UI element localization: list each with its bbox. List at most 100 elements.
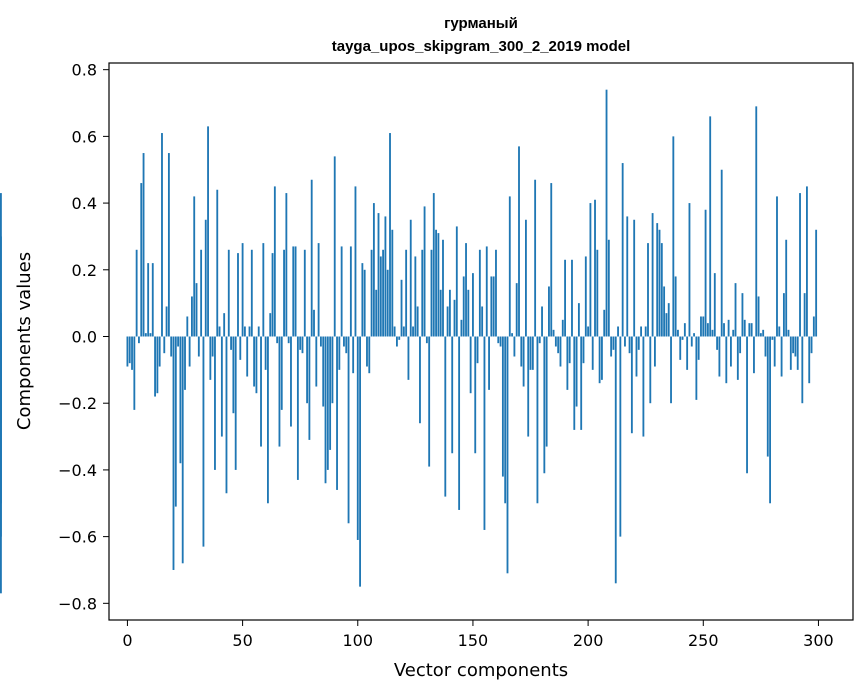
bar — [336, 336, 338, 490]
bar — [377, 213, 380, 337]
bar — [614, 336, 617, 584]
bar — [506, 336, 509, 574]
x-tick-label: 150 — [458, 631, 489, 650]
bar — [202, 336, 205, 547]
bar — [688, 203, 691, 337]
bar — [538, 336, 541, 344]
bar — [250, 249, 253, 337]
bar — [290, 336, 292, 427]
bar — [488, 336, 490, 390]
bar — [345, 336, 348, 354]
bar — [485, 246, 488, 337]
bar — [451, 336, 454, 454]
bar — [389, 133, 391, 337]
bar — [220, 336, 223, 437]
bar — [515, 283, 518, 337]
bar — [276, 336, 279, 344]
bar — [393, 326, 396, 337]
bar — [340, 246, 343, 337]
bar — [598, 336, 601, 384]
bar — [674, 276, 677, 337]
bar — [663, 286, 666, 337]
bar — [679, 336, 682, 360]
bar — [734, 283, 737, 337]
bar — [720, 169, 723, 337]
bar — [550, 183, 553, 337]
bar — [370, 249, 373, 337]
bar — [709, 116, 712, 337]
bar — [815, 229, 818, 337]
bar — [543, 336, 546, 474]
bar — [647, 243, 649, 337]
bar — [727, 319, 730, 337]
bar — [495, 249, 497, 337]
bar — [232, 336, 235, 414]
x-tick-label: 0 — [122, 631, 132, 650]
bar — [193, 196, 196, 337]
bar — [812, 316, 815, 337]
bar — [552, 329, 555, 337]
bar — [197, 336, 200, 357]
bar — [766, 336, 769, 457]
bar — [225, 336, 228, 494]
bar — [326, 336, 329, 470]
bar — [359, 336, 361, 587]
bar — [204, 219, 207, 337]
bar — [158, 336, 161, 367]
bar — [713, 273, 716, 337]
x-tick-label: 300 — [803, 631, 834, 650]
bar — [264, 336, 267, 370]
bar — [409, 219, 412, 337]
bar — [780, 336, 783, 377]
bar — [322, 336, 325, 407]
bar — [306, 336, 309, 404]
bar — [151, 263, 154, 337]
bar — [333, 156, 336, 337]
bar — [492, 276, 495, 337]
bar — [218, 326, 221, 337]
bar — [469, 336, 472, 394]
bar — [711, 329, 714, 337]
bar — [405, 249, 408, 337]
bar — [497, 336, 500, 344]
bar — [702, 316, 705, 337]
bar — [262, 243, 265, 337]
bar — [301, 336, 304, 354]
bar — [154, 336, 156, 397]
bar — [787, 329, 790, 337]
bar — [630, 336, 633, 434]
bar — [769, 336, 771, 504]
bar — [568, 336, 571, 364]
bar — [706, 323, 709, 337]
bar — [803, 293, 806, 337]
x-tick-label: 200 — [573, 631, 604, 650]
bar — [255, 336, 258, 394]
bar — [144, 333, 147, 337]
bar — [582, 336, 585, 364]
bar — [248, 326, 251, 337]
bar — [234, 336, 237, 470]
bar — [621, 163, 624, 337]
bar — [191, 296, 193, 337]
bar — [313, 309, 315, 337]
bar — [591, 336, 594, 370]
bar — [472, 273, 474, 337]
bar — [200, 249, 203, 337]
bar — [635, 336, 638, 377]
bar — [649, 336, 652, 404]
bar — [511, 333, 514, 337]
bar — [294, 246, 297, 337]
y-axis-label: Components values — [14, 252, 35, 430]
bar — [478, 249, 481, 337]
bar — [347, 336, 350, 524]
bar — [331, 336, 334, 404]
bar — [455, 226, 458, 337]
bar — [382, 249, 385, 337]
bar — [584, 256, 587, 337]
bar — [603, 309, 606, 337]
bar — [356, 336, 359, 540]
bar — [743, 319, 746, 337]
bar — [280, 336, 283, 410]
bar — [126, 336, 129, 367]
x-tick-label: 250 — [688, 631, 719, 650]
